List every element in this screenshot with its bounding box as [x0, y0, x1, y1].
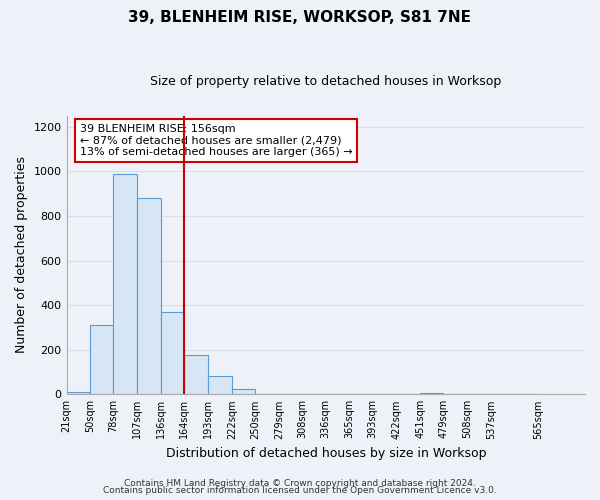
Bar	[184, 356, 208, 395]
Text: 39 BLENHEIM RISE: 156sqm
← 87% of detached houses are smaller (2,479)
13% of sem: 39 BLENHEIM RISE: 156sqm ← 87% of detach…	[80, 124, 352, 157]
Bar	[421, 393, 443, 394]
Bar	[67, 392, 91, 394]
Bar	[232, 390, 255, 394]
Bar	[91, 325, 113, 394]
Text: Contains public sector information licensed under the Open Government Licence v3: Contains public sector information licen…	[103, 486, 497, 495]
X-axis label: Distribution of detached houses by size in Worksop: Distribution of detached houses by size …	[166, 447, 486, 460]
Y-axis label: Number of detached properties: Number of detached properties	[15, 156, 28, 354]
Bar	[161, 312, 184, 394]
Bar	[113, 174, 137, 394]
Bar	[137, 198, 161, 394]
Text: 39, BLENHEIM RISE, WORKSOP, S81 7NE: 39, BLENHEIM RISE, WORKSOP, S81 7NE	[128, 10, 472, 25]
Bar	[208, 376, 232, 394]
Title: Size of property relative to detached houses in Worksop: Size of property relative to detached ho…	[150, 75, 502, 88]
Text: Contains HM Land Registry data © Crown copyright and database right 2024.: Contains HM Land Registry data © Crown c…	[124, 478, 476, 488]
